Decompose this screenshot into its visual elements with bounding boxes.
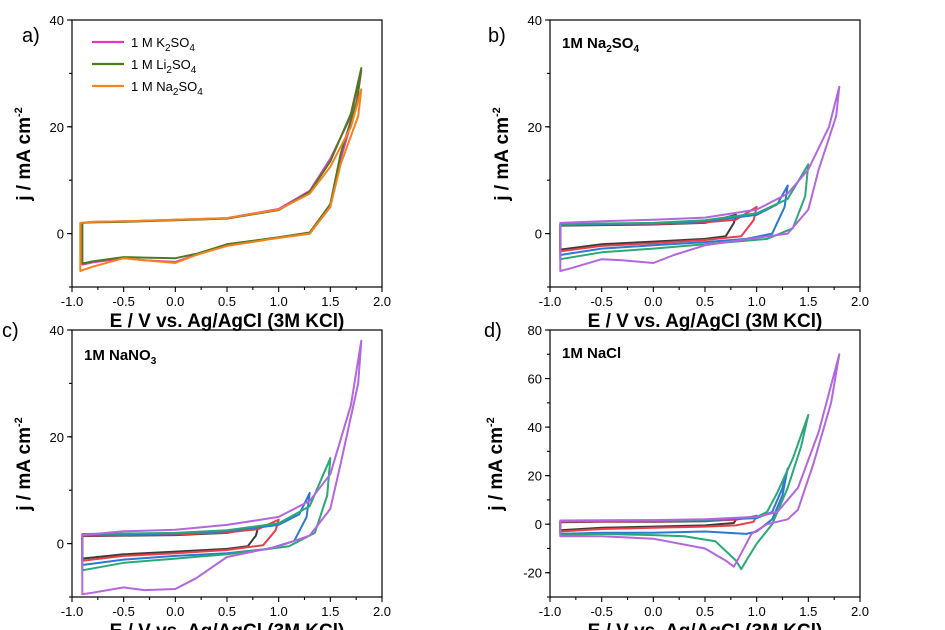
x-tick-label: -1.0 [539, 604, 561, 619]
chart-panel-b: -1.0 -0.5 0.0 0.5 1.0 1.5 2.0 0 20 40 E / V vs. Ag… [488, 13, 869, 332]
x-tick-label: 0.0 [166, 294, 184, 309]
y-axis-label: j / mA cm-2 [13, 417, 35, 512]
x-tick-label: -1.0 [539, 294, 561, 309]
panel-letter: b) [488, 25, 506, 47]
chart-panel-a: -1.0 -0.5 0.0 0.5 1.0 1.5 2.0 0 20 40 E / V vs. Ag… [13, 13, 391, 332]
legend: 1 M K2SO4 1 M Li2SO4 1 M Na2SO4 [92, 35, 203, 98]
y-tick-label: -20 [523, 566, 542, 581]
x-tick-label: 1.5 [799, 604, 817, 619]
x-tick-label: -1.0 [61, 294, 83, 309]
plot-frame [71, 19, 383, 288]
x-axis-label: E / V vs. Ag/AgCl (3M KCl) [110, 311, 345, 332]
chart-panel-d: -1.0 -0.5 0.0 0.5 1.0 1.5 2.0 -20 0 20 40 60 80 E / V… [484, 320, 869, 630]
panel-letter: d) [484, 320, 502, 342]
x-tick-label: -1.0 [61, 604, 83, 619]
y-axis-label: j / mA cm-2 [13, 107, 35, 202]
y-tick-label: 0 [535, 227, 542, 242]
x-tick-label: -0.5 [590, 294, 612, 309]
series-line-v1_8 [81, 339, 363, 596]
series-line-v1_5 [81, 457, 332, 572]
x-tick-label: 1.5 [321, 294, 339, 309]
y-axis-label: j / mA cm-2 [485, 417, 507, 512]
x-tick-label: 1.0 [270, 294, 288, 309]
x-tick-label: 0.0 [166, 604, 184, 619]
x-tick-label: 1.5 [799, 294, 817, 309]
x-tick-label: 2.0 [373, 604, 391, 619]
y-tick-label: 20 [50, 430, 64, 445]
x-tick-label: -0.5 [112, 294, 134, 309]
series-line-Na2SO4 [79, 88, 363, 272]
x-tick-label: 1.0 [748, 294, 766, 309]
x-tick-label: 2.0 [851, 294, 869, 309]
y-tick-label: 0 [57, 227, 64, 242]
x-tick-label: -0.5 [112, 604, 134, 619]
x-tick-label: 0.0 [644, 604, 662, 619]
y-tick-label: 0 [57, 537, 64, 552]
y-tick-label: 40 [528, 420, 542, 435]
panel-title: 1M Na2SO4 [562, 35, 639, 55]
series-line-Li2SO4 [81, 67, 363, 265]
x-axis-label: E / V vs. Ag/AgCl (3M KCl) [588, 621, 823, 630]
x-tick-label: 0.5 [696, 604, 714, 619]
y-tick-label: 20 [528, 469, 542, 484]
panel-title: 1M NaNO3 [84, 347, 157, 367]
series-line-v1_3 [559, 467, 789, 535]
panel-title: 1M NaCl [562, 345, 621, 362]
x-tick-label: 1.0 [270, 604, 288, 619]
panel-letter: c) [2, 320, 19, 342]
x-tick-label: -0.5 [590, 604, 612, 619]
y-axis-label: j / mA cm-2 [491, 107, 513, 202]
y-tick-label: 40 [50, 13, 64, 28]
x-tick-label: 1.5 [321, 604, 339, 619]
legend-entry: 1 M Li2SO4 [131, 57, 197, 76]
series-line-K2SO4 [81, 69, 363, 266]
x-tick-label: 0.5 [218, 294, 236, 309]
y-tick-label: 20 [528, 120, 542, 135]
x-axis-label: E / V vs. Ag/AgCl (3M KCl) [110, 621, 345, 630]
panel-letter: a) [22, 25, 40, 47]
series-line-v1_5 [559, 414, 810, 571]
x-tick-label: 2.0 [851, 604, 869, 619]
x-axis-label: E / V vs. Ag/AgCl (3M KCl) [588, 311, 823, 332]
y-tick-label: 80 [528, 323, 542, 338]
legend-entry: 1 M K2SO4 [131, 35, 195, 54]
y-tick-label: 60 [528, 372, 542, 387]
y-tick-label: 0 [535, 517, 542, 532]
series-line-v1_8 [559, 85, 841, 272]
x-tick-label: 0.0 [644, 294, 662, 309]
y-tick-label: 40 [528, 13, 542, 28]
y-tick-label: 40 [50, 323, 64, 338]
y-tick-label: 20 [50, 120, 64, 135]
legend-entry: 1 M Na2SO4 [131, 79, 203, 98]
x-tick-label: 0.5 [218, 604, 236, 619]
x-tick-label: 0.5 [696, 294, 714, 309]
series-line-v1_8 [559, 353, 841, 568]
x-tick-label: 1.0 [748, 604, 766, 619]
series-line-v1_5 [559, 163, 810, 261]
x-tick-label: 2.0 [373, 294, 391, 309]
chart-panel-c: -1.0 -0.5 0.0 0.5 1.0 1.5 2.0 0 20 40 E / V vs. Ag… [2, 320, 391, 630]
